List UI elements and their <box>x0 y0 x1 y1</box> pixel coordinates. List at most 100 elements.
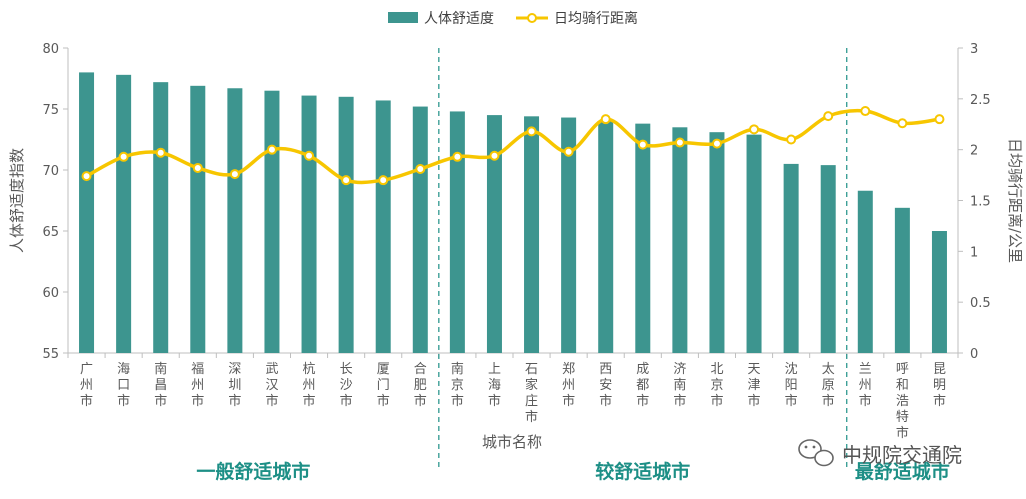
legend-bar-label: 人体舒适度 <box>424 11 494 27</box>
x-tick-label: 海口市 <box>117 362 130 409</box>
bar-兰州市 <box>857 190 873 353</box>
bar-郑州市 <box>561 117 577 353</box>
legend: 人体舒适度 日均骑行距离 <box>388 10 638 27</box>
bar-长沙市 <box>338 96 354 354</box>
legend-bar-swatch <box>388 12 418 23</box>
y-tick-label-right: 1.5 <box>970 195 991 210</box>
point-兰州市 <box>860 106 871 117</box>
x-tick-label: 太原市 <box>822 362 835 409</box>
x-tick-label: 南京市 <box>451 361 464 409</box>
point-厦门市 <box>378 175 389 186</box>
y-tick-label-right: 2.5 <box>970 93 991 108</box>
bar-南京市 <box>449 111 465 353</box>
point-呼和浩特市 <box>897 118 908 129</box>
x-tick-label: 西安市 <box>599 362 612 409</box>
point-成都市 <box>637 139 648 150</box>
point-南京市 <box>452 151 463 162</box>
bar-昆明市 <box>931 231 947 353</box>
point-福州市 <box>192 162 203 173</box>
bar-福州市 <box>190 85 206 353</box>
bar-深圳市 <box>227 88 243 353</box>
watermark: 中规院交通院 <box>798 439 962 467</box>
x-tick-label: 合肥市 <box>414 362 427 409</box>
group-label: 一般舒适城市 <box>196 460 310 483</box>
x-tick-label: 济南市 <box>673 362 686 409</box>
bar-沈阳市 <box>783 163 799 353</box>
point-杭州市 <box>304 150 315 161</box>
y-tick-label-right: 2 <box>970 144 978 159</box>
bar-呼和浩特市 <box>894 207 910 353</box>
y-tick-label-left: 75 <box>42 103 59 118</box>
y-tick-label-left: 70 <box>42 164 59 179</box>
bar-太原市 <box>820 165 836 353</box>
x-axis-title: 城市名称 <box>482 433 542 451</box>
point-沈阳市 <box>786 134 797 145</box>
x-tick-label: 成都市 <box>636 362 649 409</box>
x-tick-label: 杭州市 <box>303 362 316 409</box>
point-海口市 <box>118 151 129 162</box>
point-上海市 <box>489 150 500 161</box>
bar-series <box>79 72 947 354</box>
bar-石家庄市 <box>524 116 540 353</box>
bar-天津市 <box>746 134 762 353</box>
x-tick-label: 武汉市 <box>265 362 278 409</box>
x-tick-label: 广州市 <box>80 362 93 409</box>
point-郑州市 <box>563 146 574 157</box>
x-tick-label: 长沙市 <box>340 362 353 409</box>
x-tick-label: 福州市 <box>191 362 204 409</box>
y-axis-title-left: 人体舒适度指数 <box>8 148 26 253</box>
y-tick-label-left: 60 <box>42 286 59 301</box>
wechat-icon <box>798 439 834 467</box>
x-tick-label: 上海市 <box>488 362 501 409</box>
bar-广州市 <box>79 72 95 354</box>
x-tick-label: 昆明市 <box>933 362 946 409</box>
legend-line-label: 日均骑行距离 <box>554 10 638 27</box>
bar-海口市 <box>116 74 132 353</box>
y-axis-title-right: 日均骑行距离/公里 <box>1006 138 1024 263</box>
bar-武汉市 <box>264 90 280 353</box>
point-合肥市 <box>415 163 426 174</box>
bar-南昌市 <box>153 82 169 353</box>
bar-合肥市 <box>412 106 428 353</box>
point-济南市 <box>674 137 685 148</box>
point-武汉市 <box>266 144 277 155</box>
x-tick-label: 郑州市 <box>562 362 575 409</box>
y-tick-label-left: 65 <box>42 225 59 240</box>
point-广州市 <box>81 171 92 182</box>
group-dividers <box>438 48 848 470</box>
watermark-text: 中规院交通院 <box>842 443 962 467</box>
y-tick-label-right: 3 <box>970 42 978 57</box>
point-北京市 <box>711 138 722 149</box>
point-深圳市 <box>229 169 240 180</box>
axes: 55 60 65 70 75 80 0 0.5 1 1.5 2 2.5 3 <box>42 42 990 362</box>
x-tick-label: 深圳市 <box>228 362 241 409</box>
bar-厦门市 <box>375 100 391 354</box>
y-tick-label-right: 1 <box>970 245 978 260</box>
bar-上海市 <box>486 115 502 353</box>
y-tick-label-left: 80 <box>42 42 59 57</box>
point-长沙市 <box>341 175 352 186</box>
x-tick-labels: 广州市 海口市 南昌市 福州市 深圳市 武汉市 杭州市 长沙市 厦门市 合肥市 南京市 上海市 石家庄市… <box>80 361 946 441</box>
bar-济南市 <box>672 127 688 353</box>
group-labels: 一般舒适城市 较舒适城市 最舒适城市 <box>196 460 949 483</box>
legend-line-marker <box>527 13 537 23</box>
x-tick-label: 兰州市 <box>859 362 872 409</box>
point-天津市 <box>749 124 760 135</box>
point-石家庄市 <box>526 126 537 137</box>
x-tick-label: 南昌市 <box>154 361 167 409</box>
point-昆明市 <box>934 114 945 125</box>
y-tick-label-right: 0.5 <box>970 296 991 311</box>
bar-北京市 <box>709 132 725 353</box>
x-tick-label: 厦门市 <box>377 362 390 409</box>
y-tick-label-right: 0 <box>970 347 978 362</box>
riding-distance-line <box>85 108 940 185</box>
x-tick-label: 石家庄市 <box>525 362 538 425</box>
x-tick-label: 沈阳市 <box>785 362 798 409</box>
group-label: 较舒适城市 <box>595 460 690 483</box>
bar-成都市 <box>635 123 651 353</box>
point-西安市 <box>600 114 611 125</box>
group-label: 最舒适城市 <box>855 460 950 483</box>
y-tick-label-left: 55 <box>42 347 59 362</box>
bar-西安市 <box>598 121 614 353</box>
